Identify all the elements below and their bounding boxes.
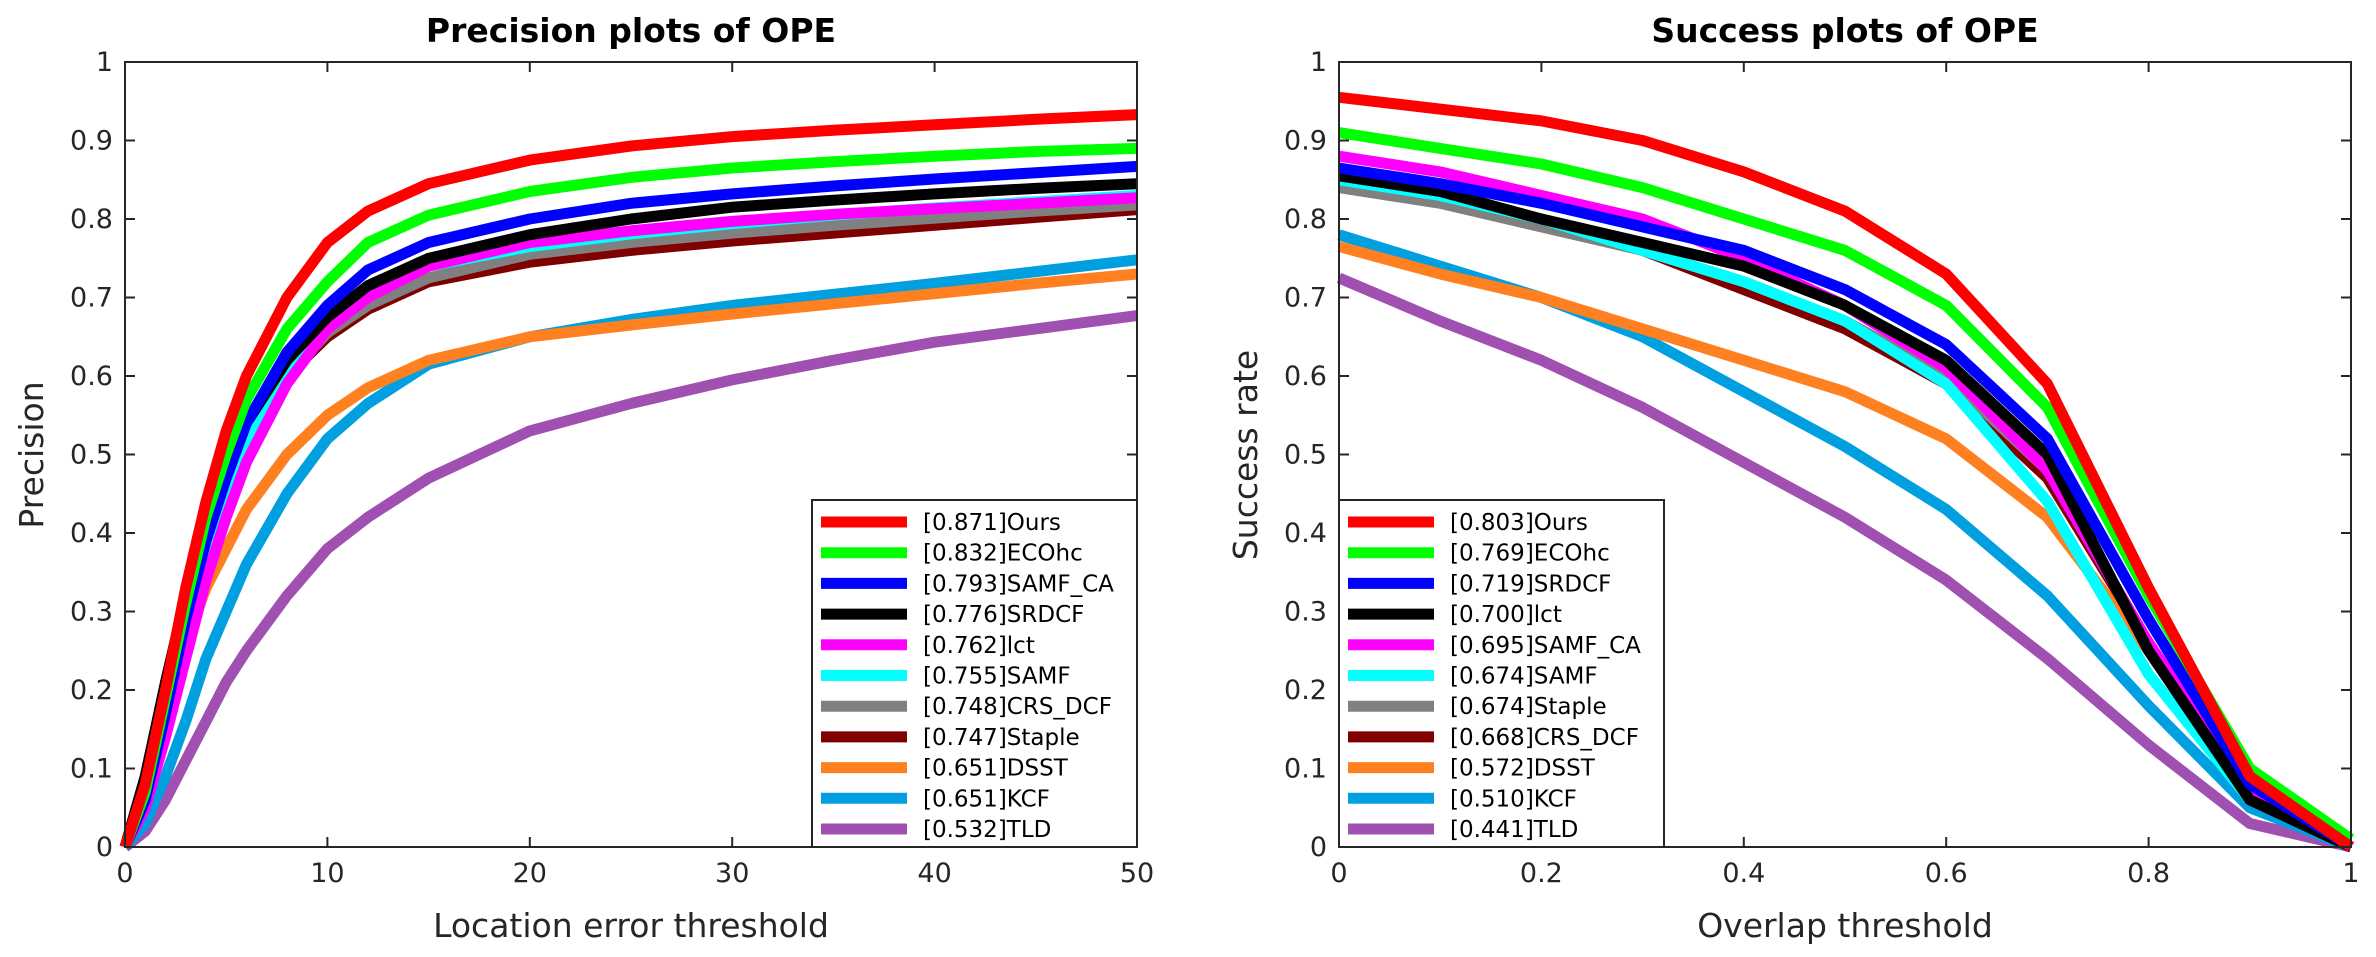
y-tick-label: 0.7 (1284, 283, 1327, 314)
legend-label: [0.755]SAMF (923, 664, 1071, 690)
legend-label: [0.668]CRS_DCF (1450, 725, 1639, 751)
success-plot-legend: [0.803]Ours [0.769]ECOhc [0.719]SRDCF [0.70… (1338, 499, 1665, 848)
precision-plot: Precision plots of OPE Location error th… (12, 11, 1154, 945)
x-tick-label: 10 (310, 858, 344, 889)
y-tick-label: 0.4 (70, 518, 113, 549)
y-tick-label: 0.2 (1284, 675, 1327, 706)
legend-label: [0.532]TLD (923, 817, 1051, 843)
y-tick-label: 0 (96, 832, 113, 863)
precision-plot-ticks: 0 10 20 30 40 50 0 0.1 0.2 0.3 0.4 0.5 0.6 0.7 0.8 0.9 1 (70, 47, 1154, 889)
legend-label: [0.769]ECOhc (1450, 541, 1610, 567)
y-tick-label: 0.3 (1284, 597, 1327, 628)
series-line-lct (120, 192, 1138, 850)
x-tick-label: 30 (715, 858, 749, 889)
x-tick-label: 0.6 (1925, 858, 1968, 889)
series-line-ours (119, 109, 1138, 849)
series-line-lct (1338, 170, 2354, 852)
precision-plot-xlabel: Location error threshold (433, 906, 829, 945)
precision-plot-series (119, 109, 1138, 852)
y-tick-label: 0.4 (1284, 518, 1327, 549)
y-tick-label: 0.1 (70, 754, 113, 785)
legend-label: [0.748]CRS_DCF (923, 694, 1112, 720)
success-plot-axes (1338, 61, 2352, 848)
legend-label: [0.441]TLD (1450, 817, 1578, 843)
y-tick-label: 0.1 (1284, 754, 1327, 785)
success-plot: Success plots of OPE Overlap threshold S… (1226, 11, 2360, 945)
success-plot-title: Success plots of OPE (1651, 11, 2038, 50)
y-tick-label: 0.7 (70, 283, 113, 314)
legend-label: [0.719]SRDCF (1450, 571, 1611, 597)
y-tick-label: 0 (1310, 832, 1327, 863)
y-tick-label: 0.6 (1284, 361, 1327, 392)
y-tick-label: 0.8 (70, 204, 113, 235)
legend-label: [0.803]Ours (1450, 510, 1588, 536)
legend-label: [0.510]KCF (1450, 786, 1577, 812)
success-plot-xlabel: Overlap threshold (1697, 906, 1993, 945)
precision-plot-legend: [0.871]Ours [0.832]ECOhc [0.793]SAMF_CA [0.… (811, 499, 1138, 848)
x-tick-label: 50 (1120, 858, 1154, 889)
y-tick-label: 0.5 (70, 440, 113, 471)
series-line-ours (1338, 91, 2355, 852)
precision-plot-axes (124, 61, 1138, 848)
x-tick-label: 0 (116, 858, 133, 889)
success-plot-series (1336, 91, 2355, 853)
legend-label: [0.572]DSST (1450, 756, 1596, 782)
success-plot-ylabel: Success rate (1226, 350, 1265, 560)
legend-label: [0.674]SAMF (1450, 664, 1598, 690)
y-tick-label: 0.5 (1284, 440, 1327, 471)
y-tick-label: 1 (96, 47, 113, 78)
series-line-tld (1336, 272, 2353, 853)
legend-label: [0.695]SAMF_CA (1450, 633, 1641, 659)
x-tick-label: 0.4 (1722, 858, 1765, 889)
y-tick-label: 0.9 (70, 126, 113, 157)
legend-label: [0.776]SRDCF (923, 602, 1084, 628)
y-tick-label: 0.6 (70, 361, 113, 392)
x-tick-label: 0.8 (2127, 858, 2170, 889)
legend-label: [0.700]lct (1450, 602, 1562, 628)
y-tick-label: 1 (1310, 47, 1327, 78)
precision-plot-ylabel: Precision (12, 381, 51, 528)
series-line-kcf (120, 254, 1138, 851)
x-tick-label: 0.2 (1520, 858, 1563, 889)
x-tick-label: 1 (2342, 858, 2359, 889)
y-tick-label: 0.3 (70, 597, 113, 628)
legend-label: [0.747]Staple (923, 725, 1080, 751)
y-tick-label: 0.8 (1284, 204, 1327, 235)
y-tick-label: 0.9 (1284, 126, 1327, 157)
legend-label: [0.651]KCF (923, 786, 1050, 812)
x-tick-label: 40 (917, 858, 951, 889)
legend-label: [0.793]SAMF_CA (923, 571, 1114, 597)
legend-label: [0.674]Staple (1450, 694, 1607, 720)
x-tick-label: 20 (513, 858, 547, 889)
series-line-tld (121, 310, 1138, 852)
y-tick-label: 0.2 (70, 675, 113, 706)
legend-label: [0.762]lct (923, 633, 1035, 659)
precision-plot-title: Precision plots of OPE (426, 11, 836, 50)
legend-label: [0.832]ECOhc (923, 541, 1083, 567)
series-line-srdcf (1338, 162, 2354, 852)
legend-label: [0.871]Ours (923, 510, 1061, 536)
legend-label: [0.651]DSST (923, 756, 1069, 782)
x-tick-label: 0 (1330, 858, 1347, 889)
